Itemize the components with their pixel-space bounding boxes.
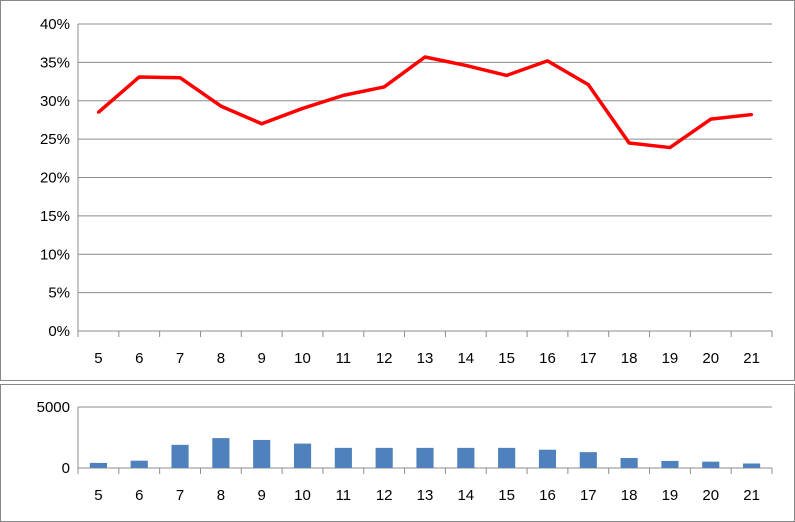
bar [457,447,475,468]
line-point [750,113,754,117]
bar-chart-x-tick-label: 12 [376,487,393,504]
bar-chart-x-tick-label: 20 [702,487,719,504]
bar [661,460,679,468]
line-chart: 0% 5% 10% 15% 20% 25% 30% 35% 40% 5 6 7 8 9 10 11 12 13 14… [40,16,773,367]
bar-chart-x-tick-label: 7 [176,487,184,504]
line-chart-y-tick-label: 30% [40,93,70,110]
bar [334,447,352,468]
bar [171,444,189,468]
line-point [260,122,264,126]
line-chart-x-tick-label: 10 [294,350,311,367]
line-chart-x-tick-label: 18 [621,350,638,367]
line-point [709,117,713,121]
line-chart-x-tick-label: 12 [376,350,393,367]
line-point [137,75,141,79]
bar-chart-x-tick-label: 18 [621,487,638,504]
line-point [96,110,100,114]
line-chart-y-tick-label: 35% [40,54,70,71]
line-chart-x-tick-label: 5 [94,350,102,367]
line-chart-y-tick-label: 40% [40,16,70,33]
line-chart-x-tick-label: 21 [743,350,760,367]
line-chart-x-tick-label: 20 [702,350,719,367]
line-point [505,73,509,77]
line-chart-y-tick-label: 15% [40,208,70,225]
line-chart-x-tick-label: 6 [135,350,143,367]
bar-chart-x-tick-label: 13 [417,487,434,504]
line-chart-x-tick-label: 11 [336,350,352,367]
bar [702,461,720,468]
bar [579,452,597,468]
line-chart-y-tick-label: 25% [40,131,70,148]
line-point [219,104,223,108]
line-chart-y-tick-label: 5% [48,285,70,302]
line-chart-x-tick-label: 15 [498,350,515,367]
line-chart-x-tick-label: 16 [539,350,556,367]
line-point [586,83,590,87]
bar-chart-y-tick-label: 5000 [37,399,70,416]
line-point [545,59,549,63]
line-point [668,146,672,150]
bar [212,438,230,468]
bar-chart-y-tick-label: 0 [62,460,70,477]
line-chart-x-tick-label: 19 [662,350,679,367]
bar-chart-x-tick-label: 6 [135,487,143,504]
line-chart-x-tick-label: 13 [417,350,434,367]
bar-chart-x-tick-label: 15 [498,487,515,504]
line-chart-y-tick-label: 20% [40,170,70,187]
bar [538,449,557,468]
bar-chart-x-tick-label: 8 [217,487,225,504]
bar-chart-x-tick-label: 17 [580,487,597,504]
bar-chart-x-tick-label: 16 [539,487,556,504]
bar [89,462,107,468]
bar-chart-x-tick-label: 19 [662,487,679,504]
line-point [423,55,427,59]
bar-chart-x-tick-label: 14 [457,487,474,504]
bar-chart-x-tick-label: 5 [94,487,102,504]
line-chart-y-tick-label: 0% [48,323,70,340]
line-chart-frame [0,0,795,381]
bar [253,439,271,468]
bar [620,457,638,468]
line-point [178,76,182,80]
line-point [382,85,386,89]
bar-chart-x-tick-label: 9 [258,487,266,504]
line-point [341,93,345,97]
line-chart-x-tick-label: 9 [258,350,266,367]
bar-chart-x-tick-label: 11 [336,487,352,504]
bar [130,460,148,468]
bar-chart-x-tick-label: 21 [743,487,760,504]
line-point [301,106,305,110]
line-point [464,63,468,67]
line-chart-y-tick-label: 10% [40,246,70,263]
line-point [627,141,631,145]
bar-chart: 0 5000 5 6 7 8 9 10 11 12 13 14 15 16 17 18 19 20 21 [37,399,773,504]
bar [375,447,393,468]
line-chart-x-tick-label: 17 [580,350,597,367]
bar [416,447,434,468]
bar [498,447,516,468]
line-chart-x-tick-label: 7 [176,350,184,367]
bar [293,443,312,468]
bar [743,463,761,468]
line-chart-x-tick-label: 14 [457,350,474,367]
line-chart-x-tick-label: 8 [217,350,225,367]
bar-chart-x-tick-label: 10 [294,487,311,504]
